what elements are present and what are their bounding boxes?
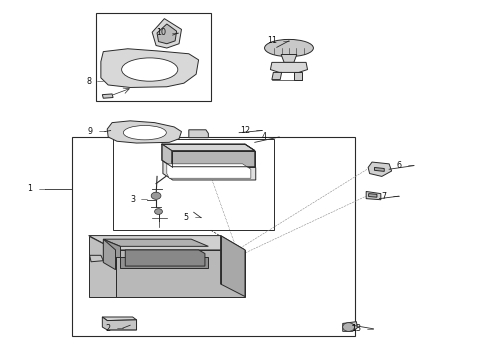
Text: 12: 12 bbox=[240, 126, 250, 135]
Text: 8: 8 bbox=[86, 77, 91, 86]
Polygon shape bbox=[172, 150, 255, 167]
Polygon shape bbox=[368, 162, 392, 176]
Polygon shape bbox=[102, 317, 137, 330]
Ellipse shape bbox=[122, 58, 178, 81]
Ellipse shape bbox=[265, 40, 314, 57]
Text: 3: 3 bbox=[130, 195, 135, 204]
Text: —: — bbox=[283, 38, 290, 44]
Polygon shape bbox=[270, 62, 308, 72]
Text: 2: 2 bbox=[105, 324, 111, 333]
Text: —: — bbox=[172, 30, 179, 36]
Polygon shape bbox=[89, 235, 116, 297]
Text: 13: 13 bbox=[351, 324, 361, 333]
Polygon shape bbox=[374, 167, 384, 171]
Polygon shape bbox=[107, 320, 137, 330]
Circle shape bbox=[155, 209, 162, 215]
Bar bbox=[113, 139, 274, 230]
Text: 5: 5 bbox=[184, 213, 189, 222]
Polygon shape bbox=[152, 19, 181, 48]
Polygon shape bbox=[167, 164, 251, 178]
Text: 9: 9 bbox=[87, 127, 93, 136]
Text: —: — bbox=[367, 326, 374, 332]
Text: 10: 10 bbox=[156, 28, 166, 37]
Polygon shape bbox=[220, 235, 245, 297]
Polygon shape bbox=[366, 192, 381, 200]
Polygon shape bbox=[103, 239, 116, 270]
Polygon shape bbox=[157, 24, 176, 44]
Polygon shape bbox=[103, 239, 208, 246]
Text: —: — bbox=[38, 186, 45, 192]
Polygon shape bbox=[343, 321, 357, 331]
Circle shape bbox=[151, 192, 161, 199]
Text: —: — bbox=[195, 215, 202, 221]
Text: —: — bbox=[141, 197, 148, 203]
Polygon shape bbox=[294, 72, 302, 80]
Text: —: — bbox=[273, 134, 280, 140]
Text: 6: 6 bbox=[396, 161, 401, 170]
Polygon shape bbox=[116, 250, 245, 297]
Text: 1: 1 bbox=[27, 184, 32, 193]
Polygon shape bbox=[368, 194, 377, 197]
Text: —: — bbox=[97, 78, 104, 84]
Text: —: — bbox=[98, 129, 105, 135]
Polygon shape bbox=[101, 49, 198, 87]
Text: 11: 11 bbox=[267, 36, 277, 45]
Polygon shape bbox=[125, 250, 205, 266]
Polygon shape bbox=[102, 94, 113, 98]
Polygon shape bbox=[103, 239, 121, 257]
Polygon shape bbox=[121, 257, 208, 268]
Polygon shape bbox=[272, 72, 282, 80]
Polygon shape bbox=[90, 255, 103, 262]
Text: —: — bbox=[407, 163, 414, 168]
Polygon shape bbox=[89, 235, 245, 250]
Polygon shape bbox=[107, 121, 181, 143]
Polygon shape bbox=[189, 130, 208, 138]
Polygon shape bbox=[162, 144, 172, 167]
Polygon shape bbox=[162, 144, 255, 150]
Text: —: — bbox=[392, 193, 399, 199]
Bar bbox=[72, 137, 355, 336]
Bar bbox=[96, 13, 211, 101]
Text: —: — bbox=[256, 127, 263, 134]
Polygon shape bbox=[163, 161, 256, 180]
Polygon shape bbox=[281, 54, 297, 62]
Ellipse shape bbox=[123, 126, 166, 140]
Circle shape bbox=[343, 323, 354, 331]
Text: —: — bbox=[117, 325, 123, 331]
Text: 7: 7 bbox=[382, 192, 387, 201]
Text: 4: 4 bbox=[262, 132, 267, 141]
Polygon shape bbox=[102, 317, 137, 320]
